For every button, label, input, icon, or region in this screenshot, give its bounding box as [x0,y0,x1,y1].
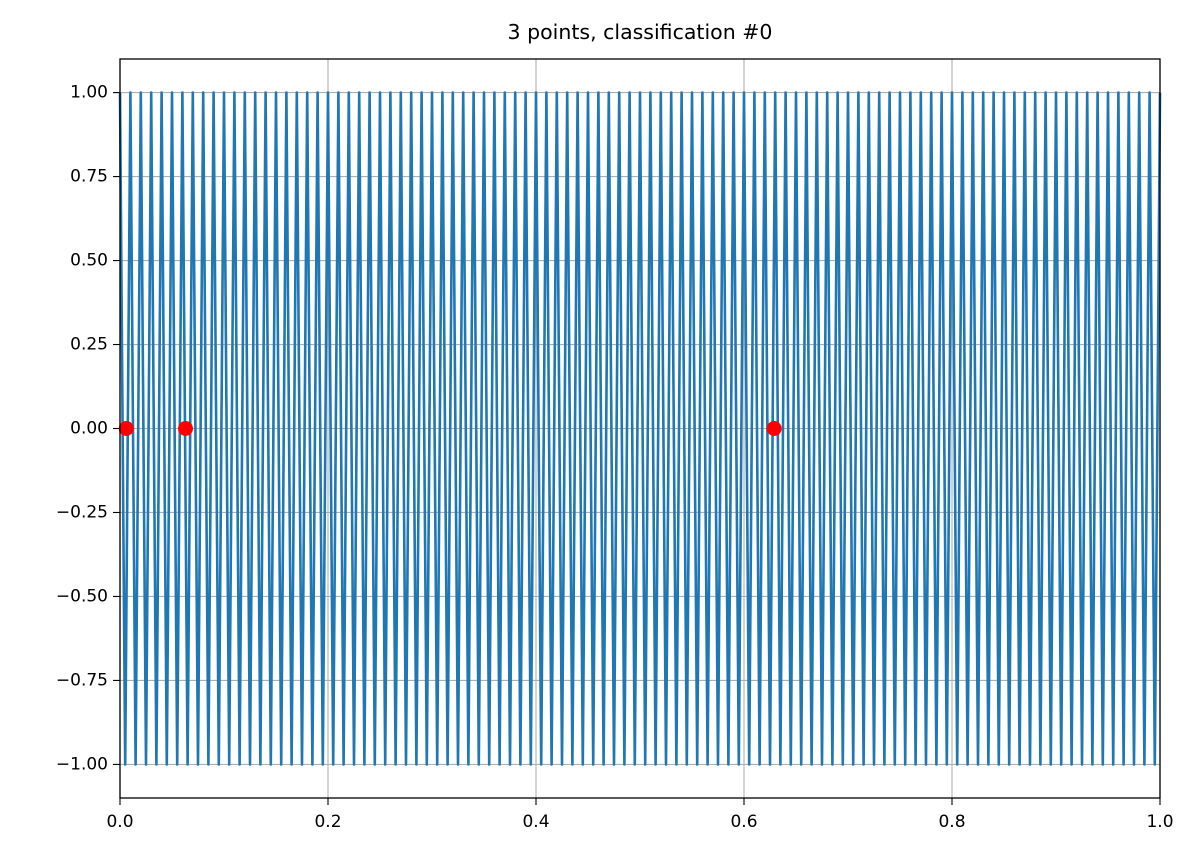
data-line [118,91,1162,766]
data-point [118,421,134,436]
y-tick-label: 0.00 [70,419,108,439]
y-tick-label: 1.00 [70,83,108,103]
x-tick-label: 0.8 [938,812,965,832]
x-tick-label: 0.2 [314,812,341,832]
x-tick-label: 0.4 [522,812,549,832]
x-tick-label: 1.0 [1146,812,1173,832]
y-tick-label: −0.50 [56,586,108,606]
plot-frame [119,58,1161,799]
y-tick-label: 0.25 [70,335,108,355]
y-tick-label: −0.25 [56,502,108,522]
data-point [178,421,194,436]
x-tick-label: 0.0 [106,812,133,832]
chart-title: 3 points, classification #0 [508,20,773,44]
y-tick-label: 0.50 [70,251,108,271]
x-tick-label: 0.6 [730,812,757,832]
y-tick-label: −0.75 [56,670,108,690]
data-point [766,421,782,436]
y-tick-label: 0.75 [70,167,108,187]
y-tick-label: −1.00 [56,754,108,774]
